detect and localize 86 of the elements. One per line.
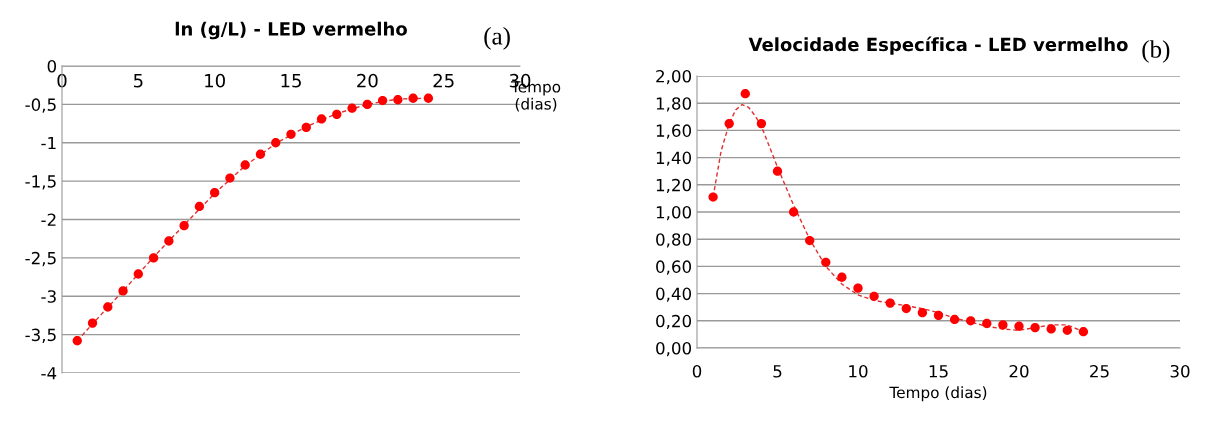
y-tick-label: 0,20 [656, 314, 692, 330]
y-tick-label: 1,60 [656, 124, 692, 139]
point [194, 201, 205, 212]
x-tick-label: 10 [849, 364, 868, 378]
point [255, 149, 266, 159]
point [118, 286, 128, 296]
point [1062, 325, 1072, 335]
point [72, 336, 82, 346]
point [772, 166, 783, 176]
point [103, 302, 113, 312]
point [301, 122, 311, 133]
point [179, 220, 189, 231]
text: (b) [1142, 40, 1170, 63]
y-tick-label: 0,80 [656, 233, 692, 248]
point [740, 89, 750, 99]
x-tick-label: 0 [57, 73, 67, 88]
point [885, 298, 895, 308]
point [408, 93, 418, 103]
point [1046, 324, 1056, 334]
y-tick-label: 1,00 [656, 205, 692, 221]
y-tick-label: -2,5 [25, 251, 56, 267]
point [788, 207, 799, 217]
point [423, 93, 434, 103]
point [982, 318, 992, 329]
point [708, 192, 718, 202]
y-tick-label: -1,5 [25, 175, 56, 190]
point [393, 95, 403, 105]
y-tick-label: 0,00 [656, 341, 692, 357]
point [756, 118, 767, 129]
y-tick-label: 1,80 [656, 97, 692, 112]
point [225, 173, 235, 183]
point [347, 103, 357, 113]
y-tick-label: 0,40 [656, 287, 692, 302]
point [87, 318, 98, 328]
y-tick-label: 1,20 [656, 178, 692, 194]
point [966, 316, 976, 326]
point [821, 257, 831, 267]
x-tick-label: 25 [1090, 364, 1109, 378]
x-tick-label: 25 [433, 73, 454, 88]
point [240, 160, 250, 170]
point [377, 95, 388, 106]
text: (a) [484, 27, 510, 50]
point [210, 187, 220, 198]
point [133, 269, 143, 279]
chart-title: ln (g/L) - LED vermelho [175, 21, 407, 40]
point [869, 291, 879, 301]
point [316, 114, 327, 124]
y-tick-label: 0 [47, 59, 57, 73]
y-tick-label: -0,5 [25, 98, 56, 113]
x-tick-label: 5 [773, 365, 782, 378]
x-tick-label: 15 [929, 365, 948, 378]
point [271, 138, 281, 148]
y-tick-label: 2,00 [656, 69, 692, 85]
point [837, 272, 847, 282]
point [286, 129, 296, 139]
x-tick-label: 20 [357, 73, 378, 88]
chart-title: Velocidade Específica - LED vermelho [748, 36, 1128, 55]
point [724, 118, 734, 129]
y-tick-label: 1,40 [656, 151, 692, 166]
x-tick-label: 5 [133, 74, 143, 88]
x-tick-label: 15 [281, 74, 301, 88]
point [901, 303, 911, 314]
x-axis-title: Tempo (dias) [889, 386, 987, 402]
point [1078, 327, 1089, 337]
point [1030, 322, 1040, 333]
point [164, 236, 174, 246]
point [917, 307, 928, 318]
point [949, 314, 960, 325]
y-tick-label: -3,5 [25, 328, 56, 343]
x-tick-label: 0 [692, 364, 702, 378]
y-tick-label: -2 [41, 213, 56, 226]
x-tick-label: 30 [1170, 364, 1190, 378]
point [148, 253, 159, 263]
point [933, 310, 944, 321]
y-tick-label: -4 [41, 367, 57, 380]
point [332, 109, 342, 120]
x-tick-label: 20 [1009, 364, 1029, 378]
point [853, 283, 863, 293]
y-tick-label: -1 [41, 136, 56, 150]
point [805, 235, 815, 246]
point [1014, 321, 1024, 331]
y-tick-label: 0,60 [656, 260, 692, 275]
x-tick-label: 10 [205, 73, 225, 88]
point [362, 99, 372, 110]
point [998, 320, 1008, 330]
y-tick-label: -3 [41, 290, 56, 303]
